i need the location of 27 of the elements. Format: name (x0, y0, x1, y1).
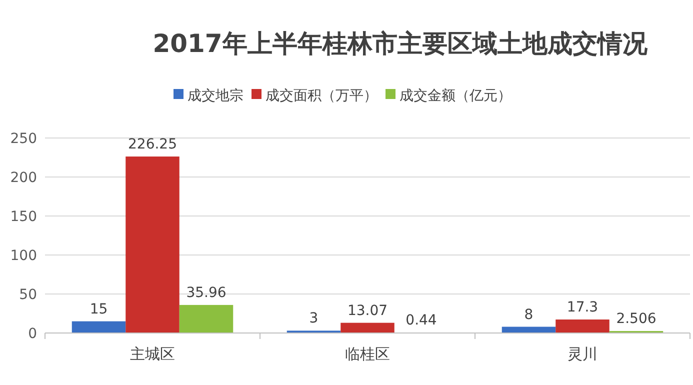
data-label: 8 (524, 306, 534, 323)
data-label: 3 (309, 310, 318, 327)
y-tick-label: 200 (10, 170, 37, 186)
chart-title: 2017年上半年桂林市主要区域土地成交情况 (152, 29, 648, 58)
x-tick-label: 灵川 (568, 345, 598, 363)
y-tick-label: 50 (19, 287, 37, 303)
data-label: 13.07 (347, 302, 388, 319)
bar (556, 320, 610, 333)
x-tick-label: 临桂区 (345, 345, 390, 363)
data-label: 17.3 (566, 300, 598, 316)
bar (340, 322, 394, 333)
data-label: 2.506 (616, 311, 656, 328)
legend-label: 成交地宗 (188, 88, 244, 104)
data-label: 0.44 (406, 312, 437, 329)
y-tick-label: 150 (10, 209, 37, 225)
bar (72, 321, 126, 333)
bar (126, 156, 180, 333)
y-tick-label: 100 (10, 248, 37, 264)
data-label: 226.25 (128, 136, 177, 153)
legend-label: 成交金额（亿元） (400, 88, 512, 104)
x-tick-label: 主城区 (130, 345, 175, 363)
y-tick-label: 250 (10, 131, 37, 147)
legend-label: 成交面积（万平） (266, 88, 378, 104)
bar (179, 304, 234, 333)
data-label: 15 (90, 301, 108, 318)
y-tick-label: 0 (28, 326, 37, 342)
data-label: 35.96 (186, 284, 226, 301)
